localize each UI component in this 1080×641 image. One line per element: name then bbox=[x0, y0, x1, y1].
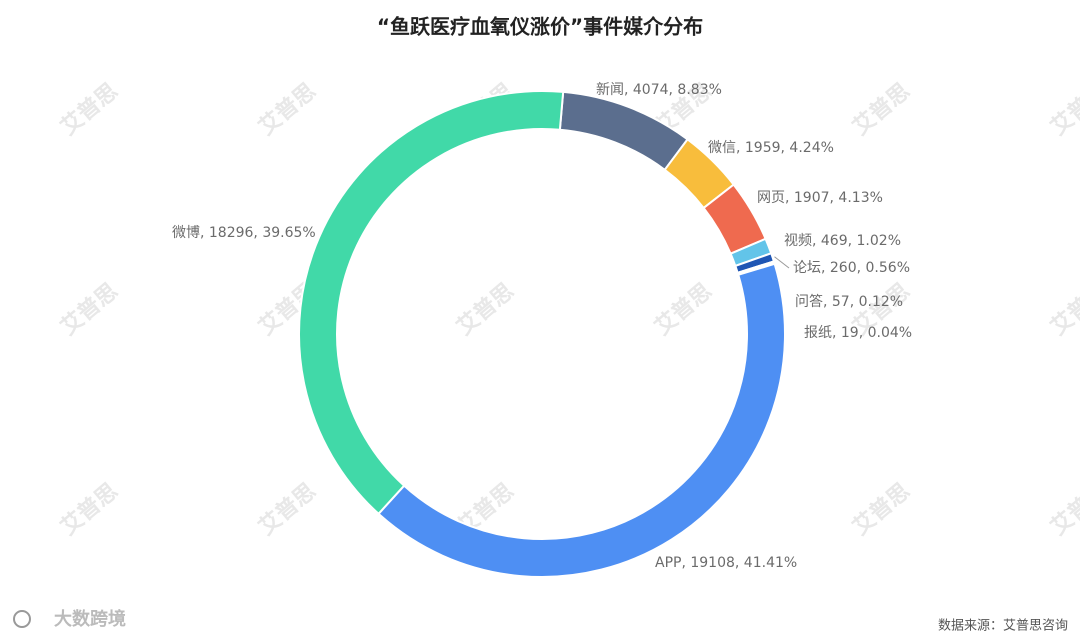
brand: 大数跨境 bbox=[54, 608, 126, 630]
brand-icon bbox=[13, 610, 31, 628]
data-label: 新闻, 4074, 8.83% bbox=[596, 82, 722, 98]
data-label: APP, 19108, 41.41% bbox=[655, 555, 797, 571]
data-label: 微信, 1959, 4.24% bbox=[708, 140, 834, 156]
donut: 新闻, 4074, 8.83% 微信, 1959, 4.24% 网页, 1907, … bbox=[172, 82, 912, 578]
source: 数据来源：艾普思咨询 bbox=[938, 619, 1068, 634]
data-label: 论坛, 260, 0.56% bbox=[793, 260, 910, 276]
data-label: 微博, 18296, 39.65% bbox=[172, 224, 316, 241]
data-label: 问答, 57, 0.12% bbox=[795, 293, 903, 310]
data-label: 报纸, 19, 0.04% bbox=[804, 325, 912, 341]
donut-slice bbox=[298, 90, 565, 516]
data-label: 视频, 469, 1.02% bbox=[784, 233, 901, 249]
chart-title: “鱼跃医疗血氧仪涨价”事件媒介分布 bbox=[377, 15, 703, 39]
leader-line bbox=[774, 256, 790, 269]
data-label: 网页, 1907, 4.13% bbox=[757, 190, 883, 206]
